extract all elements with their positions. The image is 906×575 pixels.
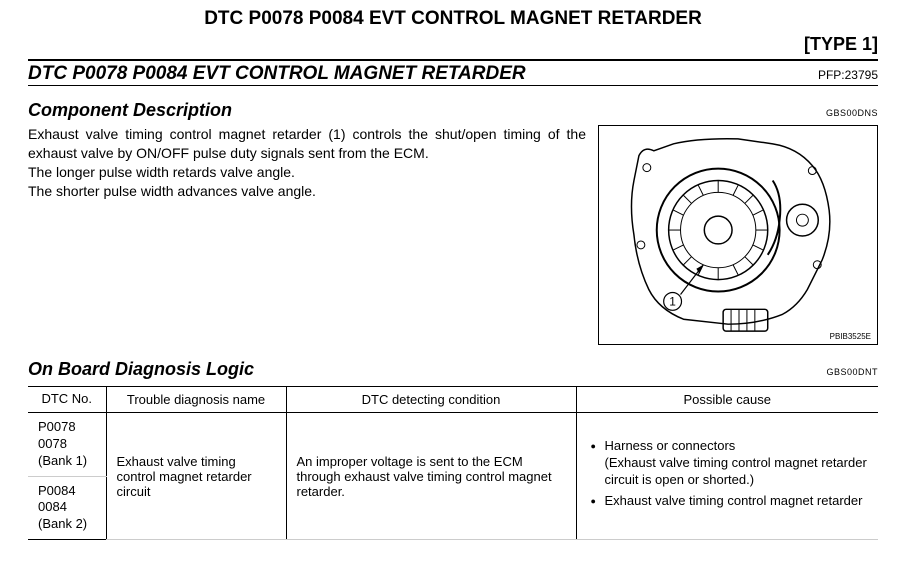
section-heading: DTC P0078 P0084 EVT CONTROL MAGNET RETAR… [28, 63, 526, 85]
table-header-row: DTC No. Trouble diagnosis name DTC detec… [28, 387, 878, 413]
divider-thin [28, 85, 878, 86]
detecting-condition-cell: An improper voltage is sent to the ECM t… [286, 412, 576, 539]
dtc-cell: P0084 0084 (Bank 2) [28, 476, 106, 540]
dtc-code: P0078 [38, 419, 76, 434]
body-paragraph: The longer pulse width retards valve ang… [28, 163, 586, 182]
retarder-diagram-icon: 1 [599, 126, 877, 344]
dtc-bank: (Bank 1) [38, 453, 87, 468]
diagnosis-logic-heading: On Board Diagnosis Logic [28, 359, 254, 380]
page-title: DTC P0078 P0084 EVT CONTROL MAGNET RETAR… [0, 0, 906, 34]
dtc-bank: (Bank 2) [38, 516, 87, 531]
dtc-code: 0084 [38, 499, 67, 514]
body-paragraph: Exhaust valve timing control magnet reta… [28, 125, 586, 163]
cause-item: Harness or connectors (Exhaust valve tim… [591, 438, 869, 489]
dtc-code: 0078 [38, 436, 67, 451]
cause-item: Exhaust valve timing control magnet reta… [591, 493, 869, 510]
component-figure: 1 PBIB3525E [598, 125, 878, 345]
svg-text:1: 1 [669, 294, 676, 308]
type-tag: [TYPE 1] [0, 34, 906, 59]
ref-code: GBS00DNT [826, 367, 878, 377]
ref-code: GBS00DNS [826, 108, 878, 118]
possible-cause-cell: Harness or connectors (Exhaust valve tim… [576, 412, 878, 539]
col-header-name: Trouble diagnosis name [106, 387, 286, 413]
col-header-cause: Possible cause [576, 387, 878, 413]
dtc-code: P0084 [38, 483, 76, 498]
component-description-heading: Component Description [28, 100, 232, 121]
pfp-code: PFP:23795 [818, 68, 878, 82]
divider-thick [28, 59, 878, 61]
col-header-cond: DTC detecting condition [286, 387, 576, 413]
col-header-dtc: DTC No. [28, 387, 106, 413]
figure-code: PBIB3525E [830, 332, 871, 341]
body-paragraph: The shorter pulse width advances valve a… [28, 182, 586, 201]
diagnosis-table: DTC No. Trouble diagnosis name DTC detec… [28, 386, 878, 540]
body-text: Exhaust valve timing control magnet reta… [28, 125, 586, 345]
dtc-cell: P0078 0078 (Bank 1) [28, 412, 106, 476]
trouble-name-cell: Exhaust valve timing control magnet reta… [106, 412, 286, 539]
table-row: P0078 0078 (Bank 1) Exhaust valve timing… [28, 412, 878, 476]
